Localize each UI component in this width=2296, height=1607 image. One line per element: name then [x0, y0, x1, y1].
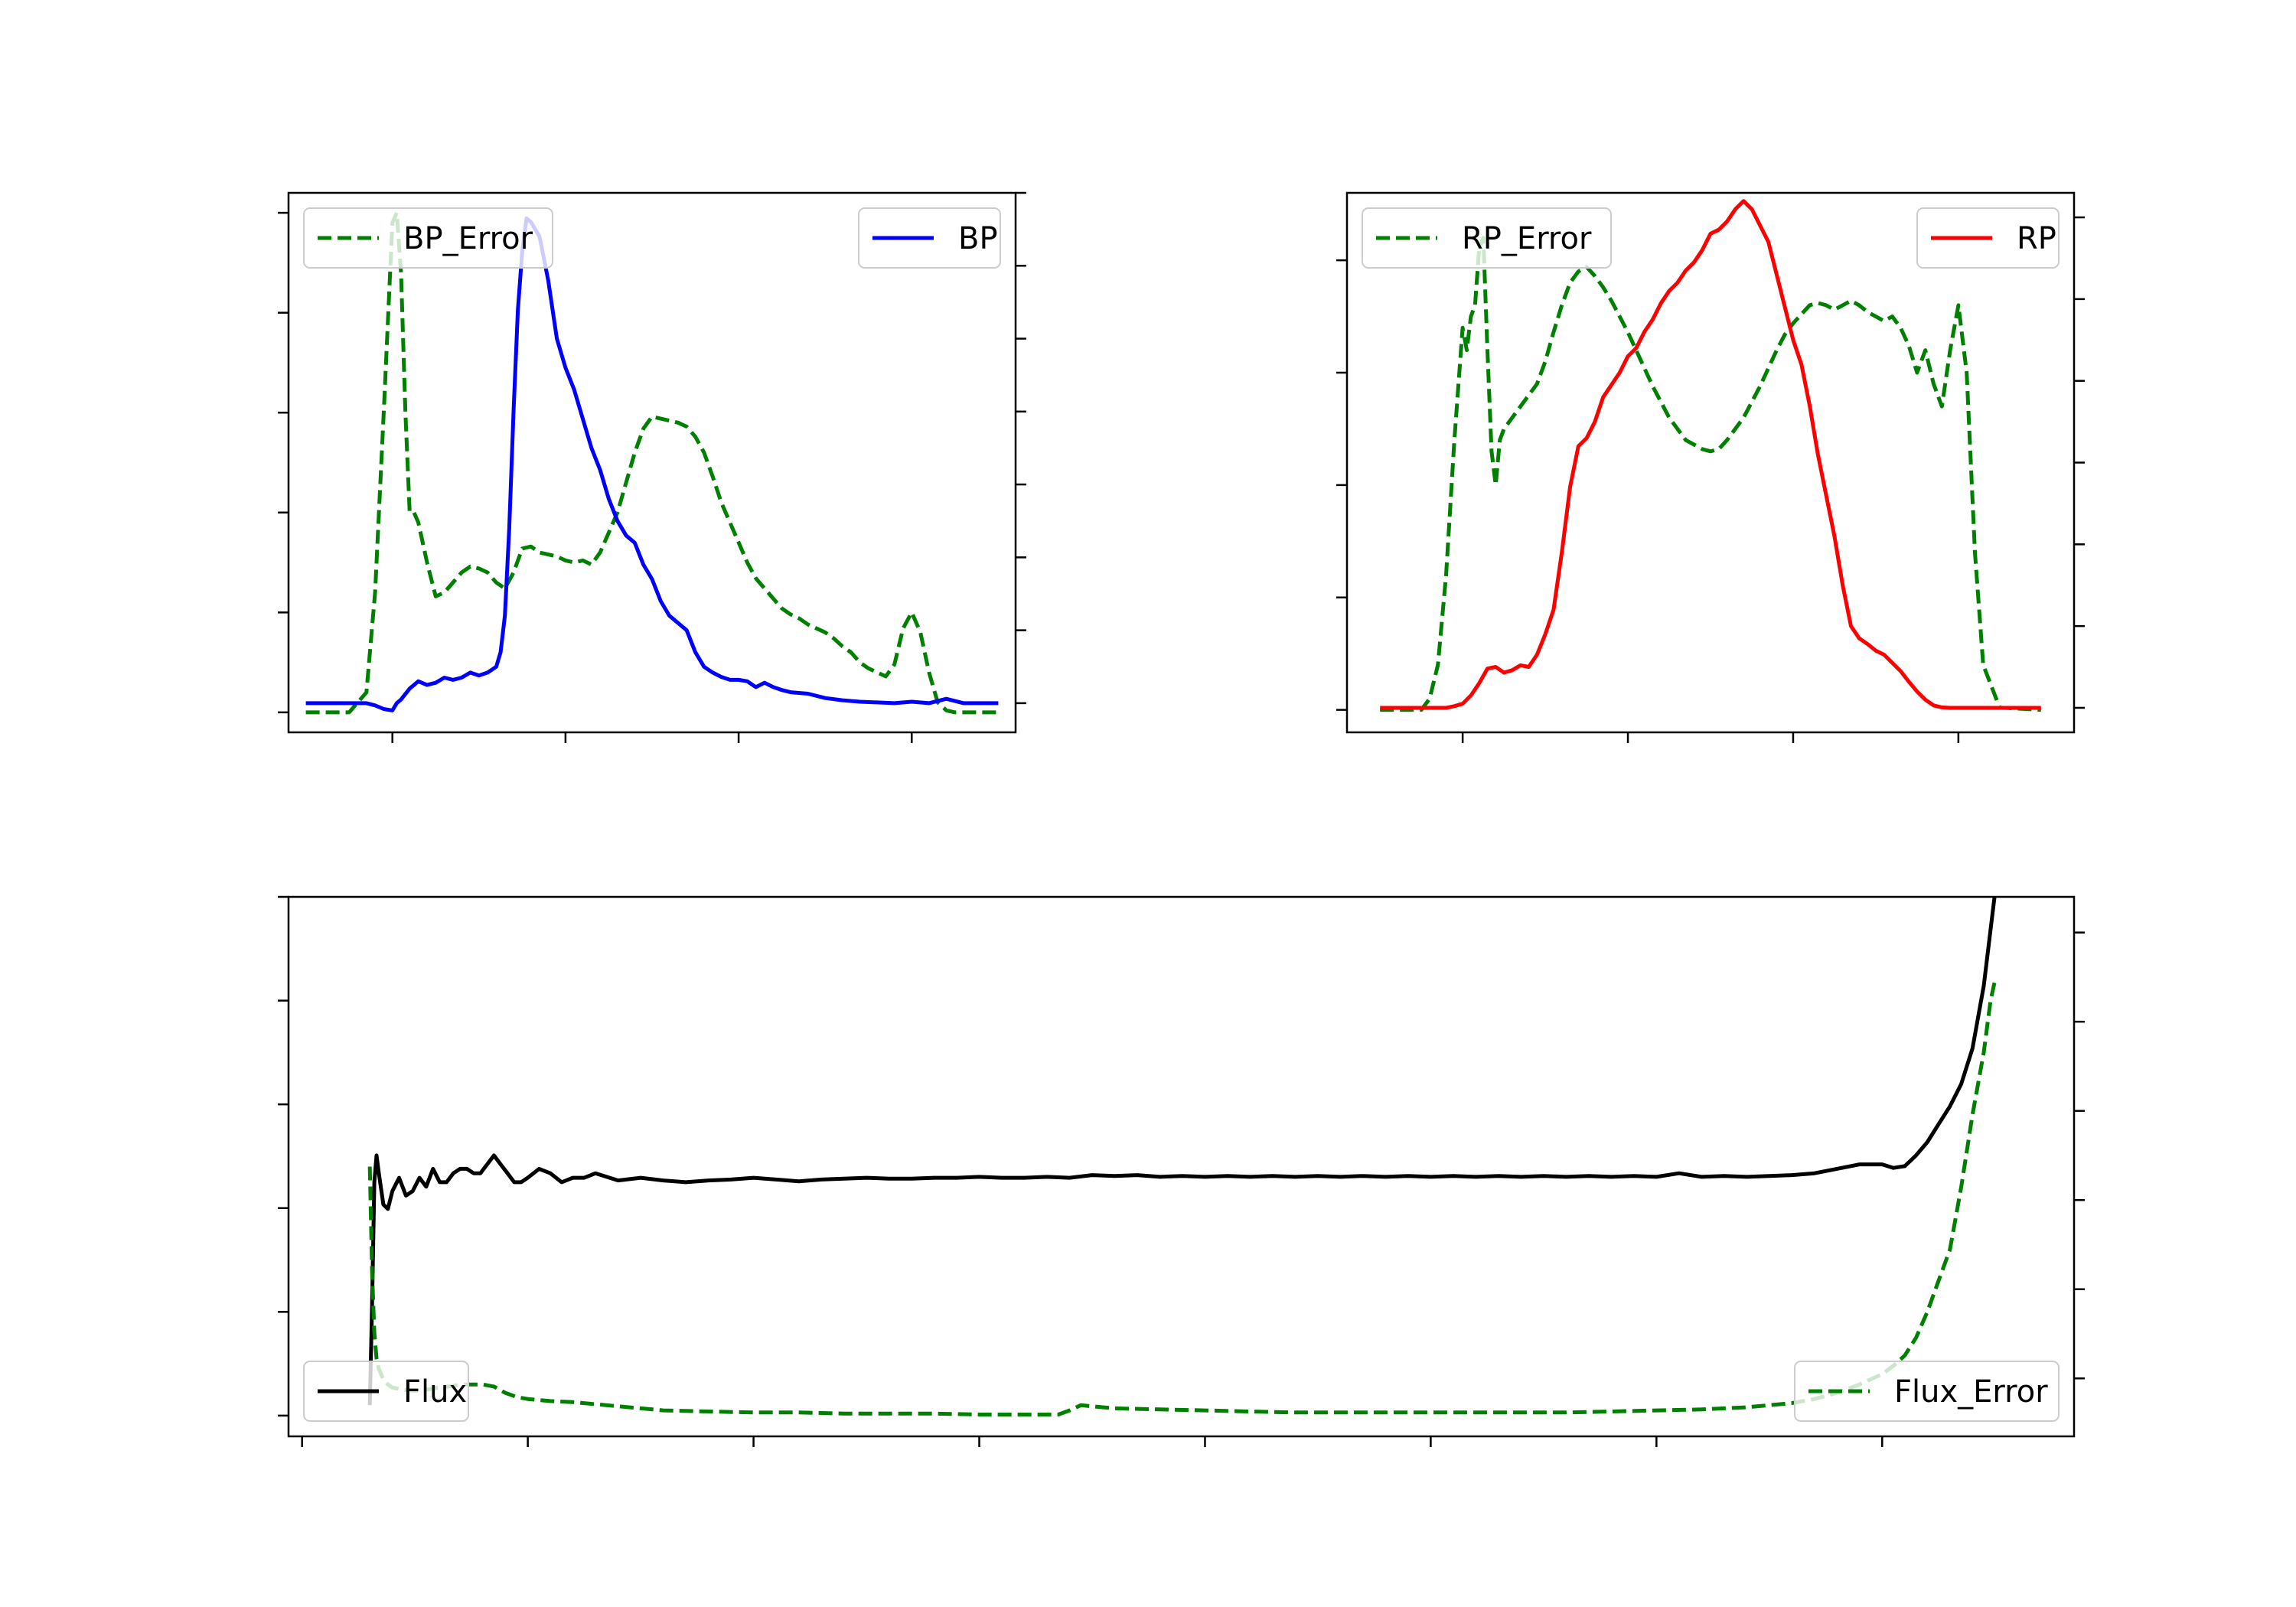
cal-legend-right-box — [1794, 1361, 2060, 1422]
bp-series-bp — [305, 216, 999, 712]
cal-series-flux-error — [367, 979, 1998, 1416]
rp-series-rp — [1380, 199, 2041, 710]
bp-legend-left-label: BP_Error — [403, 221, 533, 256]
bp-legend-left: BP_Error — [303, 207, 553, 269]
cal-plot-frame — [287, 895, 2076, 1438]
rp-legend-left: RP_Error — [1362, 207, 1612, 269]
rp-legend-left-box — [1362, 207, 1612, 269]
rp-plot-frame — [1345, 191, 2076, 734]
bp-plot-frame — [287, 191, 1017, 734]
cal-series-flux — [367, 897, 1997, 1406]
bp-legend-right: BP — [858, 207, 1001, 269]
rp-legend-right: RP — [1916, 207, 2060, 269]
bp-legend-right-label: BP — [958, 221, 998, 256]
rp-legend-left-label: RP_Error — [1462, 221, 1592, 256]
cal-legend-right-label: Flux_Error — [1894, 1374, 2048, 1410]
bp-legend-left-box — [303, 207, 553, 269]
cal-legend-left-label: Flux — [403, 1374, 467, 1410]
bp-series-bp-error — [305, 210, 999, 715]
cal-legend-left-box — [303, 1361, 469, 1422]
rp-series-rp-error — [1380, 236, 2041, 712]
cal-legend-right: Flux_Error — [1794, 1361, 2060, 1422]
rp-legend-right-label: RP — [2017, 221, 2056, 256]
cal-legend-left: Flux — [303, 1361, 469, 1422]
